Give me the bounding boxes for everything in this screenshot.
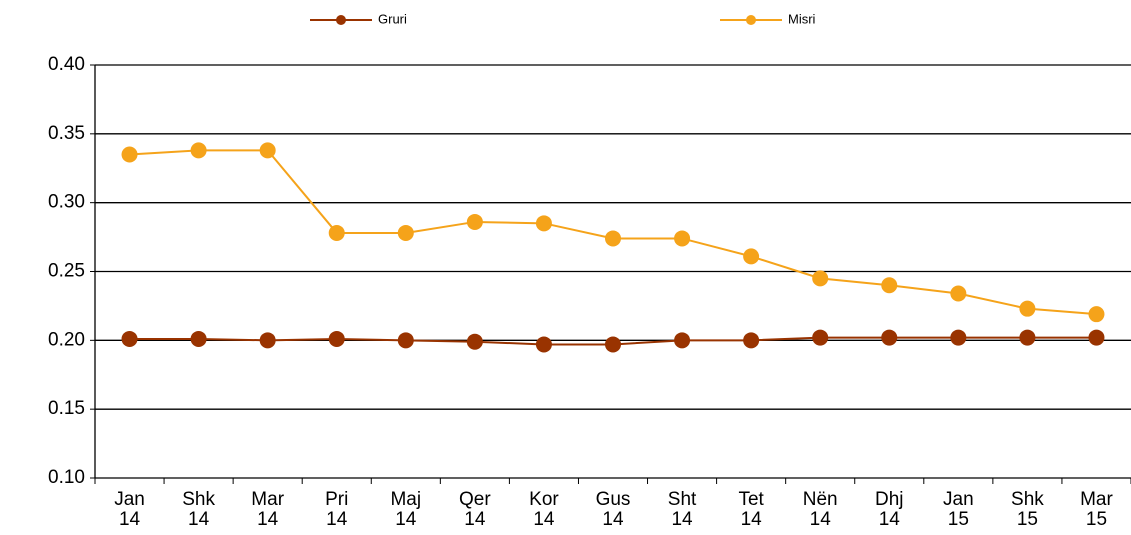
marker (605, 336, 621, 353)
marker (121, 146, 138, 163)
x-tick-label-line: 14 (741, 509, 763, 530)
x-tick-label-line: Nën (803, 489, 838, 510)
x-tick-label-line: Mar (251, 489, 284, 510)
marker (328, 224, 345, 241)
y-tick-label: 0.30 (48, 192, 85, 213)
x-tick-label-line: Dhj (875, 489, 904, 510)
y-tick-label: 0.35 (48, 123, 85, 144)
x-tick-label-line: 14 (464, 509, 486, 530)
x-tick-label: Pri 14 (325, 489, 348, 530)
marker (535, 215, 552, 232)
marker (743, 248, 760, 265)
marker (259, 142, 276, 159)
marker (605, 230, 621, 247)
x-tick-label: Dhj 14 (875, 489, 904, 530)
x-tick-label-line: 14 (533, 509, 555, 530)
x-tick-label-line: Maj (390, 489, 421, 510)
marker (674, 230, 691, 247)
x-tick-label-line: Kor (529, 489, 559, 510)
marker (466, 213, 483, 230)
x-tick-label-line: Mar (1080, 489, 1113, 510)
x-tick-label-line: 14 (326, 509, 348, 530)
marker (812, 329, 829, 346)
y-tick-label: 0.10 (48, 467, 85, 488)
x-tick-label-line: 14 (671, 509, 693, 530)
marker (881, 329, 898, 346)
marker (1088, 329, 1105, 346)
marker (535, 336, 552, 353)
y-tick-label: 0.40 (48, 54, 85, 75)
marker (466, 333, 483, 350)
x-tick-label: Sht 14 (668, 489, 697, 530)
marker (328, 330, 345, 347)
x-tick-label: Qer 14 (459, 489, 491, 530)
marker (1019, 300, 1036, 317)
x-tick-label: Nën 14 (803, 489, 838, 530)
marker (121, 330, 138, 347)
marker (674, 332, 691, 349)
marker (259, 332, 276, 349)
x-tick-label: Mar 14 (251, 489, 284, 530)
y-tick-label: 0.25 (48, 261, 85, 282)
x-tick-label-line: Jan (943, 489, 974, 510)
x-tick-label-line: 14 (602, 509, 624, 530)
marker (397, 224, 414, 241)
x-tick-label-line: 14 (257, 509, 279, 530)
marker (950, 285, 967, 302)
legend-label: Misri (788, 11, 816, 26)
legend-marker (746, 15, 756, 25)
x-tick-label-line: Qer (459, 489, 491, 510)
x-tick-label-line: 14 (395, 509, 417, 530)
x-tick-label-line: Jan (114, 489, 145, 510)
x-tick-label-line: 14 (188, 509, 210, 530)
x-tick-label: Gus 14 (596, 489, 631, 530)
x-tick-label-line: Shk (1011, 489, 1044, 510)
marker (1019, 329, 1036, 346)
y-tick-label: 0.15 (48, 398, 85, 419)
marker (397, 332, 414, 349)
x-tick-label: Maj 14 (390, 489, 421, 530)
x-tick-label: Jan 14 (114, 489, 145, 530)
marker (1088, 306, 1105, 323)
legend-marker (336, 15, 346, 25)
legend-label: Gruri (378, 11, 407, 26)
marker (190, 330, 207, 347)
x-tick-label-line: 15 (948, 509, 969, 530)
x-tick-label: Mar 15 (1080, 489, 1113, 530)
x-tick-label-line: 14 (119, 509, 141, 530)
x-tick-label-line: 14 (810, 509, 832, 530)
x-tick-label: Tet 14 (738, 489, 764, 530)
marker (743, 332, 760, 349)
x-tick-label: Kor 14 (529, 489, 559, 530)
x-tick-label-line: Sht (668, 489, 697, 510)
x-tick-label-line: Pri (325, 489, 348, 510)
x-tick-label-line: Tet (738, 489, 764, 510)
marker (881, 277, 898, 294)
y-tick-label: 0.20 (48, 329, 85, 350)
x-tick-label: Jan 15 (943, 489, 974, 530)
x-tick-label-line: 14 (879, 509, 901, 530)
x-tick-label-line: 15 (1017, 509, 1038, 530)
x-tick-label-line: 15 (1086, 509, 1107, 530)
x-tick-label: Shk 15 (1011, 489, 1044, 530)
x-tick-label-line: Gus (596, 489, 631, 510)
marker (950, 329, 967, 346)
marker (812, 270, 829, 287)
x-tick-label: Shk 14 (182, 489, 215, 530)
marker (190, 142, 207, 159)
x-tick-label-line: Shk (182, 489, 215, 510)
